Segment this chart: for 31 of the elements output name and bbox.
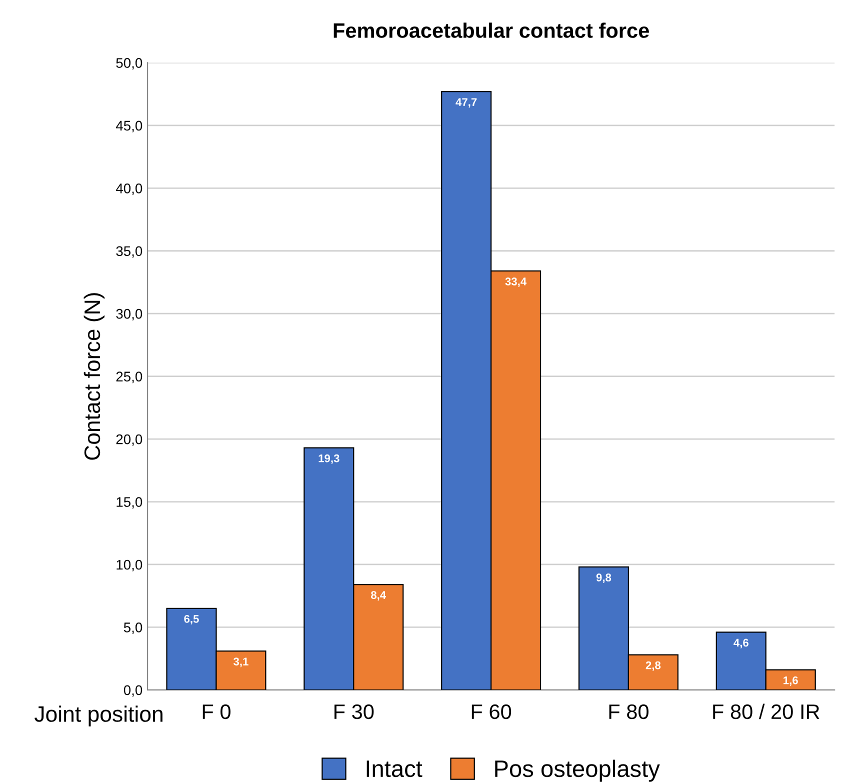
y-tick-label: 15,0 [116, 497, 142, 509]
y-tick-label: 30,0 [116, 308, 142, 320]
x-tick-label: F 0 [202, 704, 230, 720]
data-label: 47,7 [456, 98, 477, 108]
y-tick-label: 50,0 [116, 58, 142, 70]
legend-label: Pos osteoplasty [495, 760, 660, 782]
data-label: 19,3 [318, 454, 340, 464]
y-tick-label: 35,0 [116, 246, 142, 258]
y-axis-title: Contact force (N) [84, 293, 105, 460]
legend-label: Intact [366, 760, 422, 778]
x-tick-label: F 80 [609, 704, 648, 720]
x-axis-title: Joint position [34, 706, 162, 726]
data-label: 1,6 [784, 676, 798, 686]
data-label: 9,8 [596, 574, 612, 584]
y-tick-label: 20,0 [116, 434, 142, 446]
y-tick-label: 5,0 [124, 622, 142, 634]
data-label: 8,4 [371, 591, 386, 601]
y-tick-label: 25,0 [116, 372, 142, 384]
data-label: 3,1 [233, 658, 248, 668]
y-tick-label: 40,0 [116, 183, 142, 195]
x-tick-label: F 30 [334, 704, 374, 720]
y-tick-label: 0,0 [124, 685, 142, 697]
x-tick-label: F 60 [472, 704, 512, 720]
y-tick-label: 10,0 [116, 560, 142, 572]
data-label: 6,5 [184, 614, 199, 624]
data-label: 4,6 [734, 638, 748, 648]
chart-title: Femoroacetabular contact force [334, 22, 649, 38]
x-tick-label: F 80 / 20 IR [713, 704, 820, 720]
y-tick-label: 45,0 [116, 120, 142, 132]
data-label: 2,8 [646, 661, 661, 671]
data-label: 33,4 [505, 278, 527, 287]
